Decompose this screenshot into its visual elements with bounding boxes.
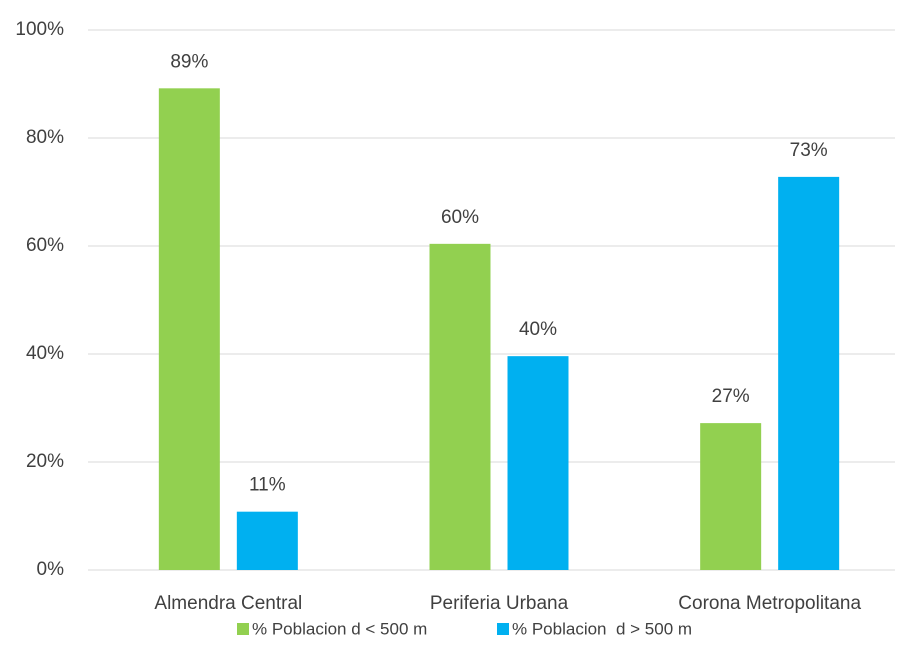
legend-swatch [497,623,509,635]
legend-label: % Poblacion d < 500 m [252,619,427,638]
data-label: 27% [712,386,750,407]
legend-label: % Poblacion d > 500 m [512,619,692,638]
bar [236,511,298,570]
y-tick-label: 20% [26,451,64,472]
bar [507,356,569,570]
data-label: 89% [170,51,208,72]
y-tick-label: 0% [37,559,65,580]
legend-swatch [237,623,249,635]
data-label: 73% [790,140,828,161]
data-label: 11% [249,475,286,496]
data-label: 60% [441,207,479,228]
bar [429,243,491,570]
x-tick-label: Almendra Central [154,593,302,614]
bar [158,88,220,570]
x-tick-label: Corona Metropolitana [678,593,861,614]
data-label: 40% [519,319,557,340]
bar [778,176,840,570]
y-tick-label: 100% [15,19,64,40]
x-tick-label: Periferia Urbana [430,593,569,614]
bar [700,423,762,570]
y-tick-label: 40% [26,343,64,364]
y-tick-label: 60% [26,235,64,256]
y-tick-label: 80% [26,127,64,148]
